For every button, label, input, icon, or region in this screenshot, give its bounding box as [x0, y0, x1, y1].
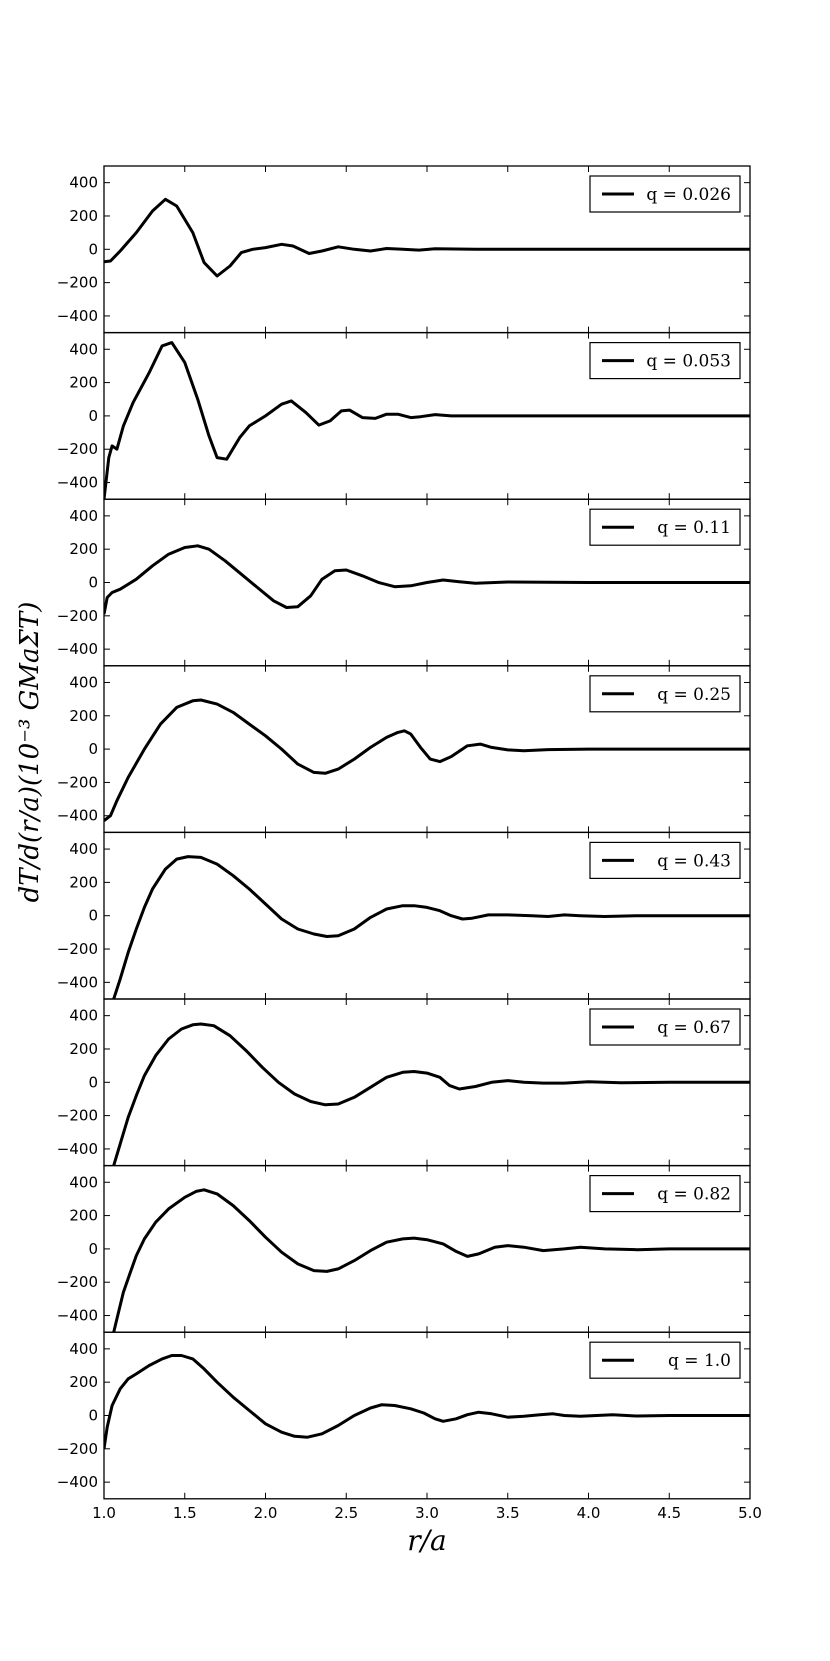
- series-line: [104, 544, 750, 615]
- legend: q = 0.82: [589, 1174, 741, 1213]
- legend: q = 0.25: [589, 675, 741, 713]
- legend: q = 0.026: [589, 175, 741, 213]
- y-tick-label: −200: [57, 607, 98, 625]
- y-tick-label: 400: [69, 174, 98, 192]
- series-line: [104, 341, 750, 500]
- y-tick-label: 200: [69, 1207, 98, 1225]
- series-line: [112, 855, 750, 1000]
- panel-7: 400 200 0 −200 −400 q = 0.82: [57, 1164, 751, 1333]
- y-tick-label: 400: [69, 1173, 98, 1191]
- series-line: [104, 1354, 750, 1450]
- y-tick-label: −400: [57, 1140, 98, 1158]
- y-tick-label: 400: [69, 840, 98, 858]
- panel-6: 400 200 0 −200 −400 q = 0.67: [57, 998, 751, 1167]
- y-tick-label: 400: [69, 340, 98, 358]
- panel-4: 400 200 0 −200 −400 q = 0.25: [57, 665, 751, 834]
- y-tick-label: −400: [57, 1473, 98, 1491]
- legend-label: q = 0.25: [657, 685, 731, 705]
- legend-label: q = 1.0: [668, 1351, 731, 1371]
- series-line: [104, 698, 750, 822]
- y-tick-label: 0: [88, 1240, 98, 1258]
- y-tick-label: 0: [88, 1407, 98, 1425]
- y-tick-label: 400: [69, 1007, 98, 1025]
- x-tick-label: 3.5: [496, 1504, 520, 1522]
- x-tick-label: 3.0: [415, 1504, 439, 1522]
- x-tick-label: 1.5: [173, 1504, 197, 1522]
- legend: q = 1.0: [589, 1341, 741, 1379]
- y-tick-label: −400: [57, 973, 98, 991]
- x-axis-label: r/a: [407, 1524, 447, 1557]
- y-tick-label: 0: [88, 1073, 98, 1091]
- y-tick-label: −200: [57, 1273, 98, 1291]
- y-tick-label: −400: [57, 474, 98, 492]
- y-tick-label: −200: [57, 1107, 98, 1125]
- y-tick-label: 200: [69, 540, 98, 558]
- panel-frame: [103, 1331, 751, 1500]
- series-line: [112, 1022, 750, 1166]
- legend: q = 0.43: [589, 841, 741, 880]
- legend-label: q = 0.82: [657, 1185, 731, 1205]
- y-tick-label: 0: [88, 240, 98, 258]
- y-tick-label: 0: [88, 907, 98, 925]
- y-tick-label: −400: [57, 307, 98, 325]
- y-tick-label: −400: [57, 807, 98, 825]
- y-tick-label: −200: [57, 440, 98, 458]
- x-tick-label: 2.5: [334, 1504, 358, 1522]
- y-tick-label: −200: [57, 940, 98, 958]
- x-tick-label: 4.0: [577, 1504, 601, 1522]
- x-tick-label: 1.0: [92, 1504, 116, 1522]
- legend-label: q = 0.67: [657, 1018, 731, 1038]
- legend-label: q = 0.026: [646, 185, 731, 205]
- y-tick-label: 200: [69, 873, 98, 891]
- panel-5: 400 200 0 −200 −400 q = 0.43: [57, 831, 751, 1000]
- legend: q = 0.67: [589, 1008, 741, 1046]
- y-tick-label: −400: [57, 1307, 98, 1325]
- y-tick-label: 0: [88, 740, 98, 758]
- legend-label: q = 0.43: [657, 851, 731, 871]
- y-tick-label: 0: [88, 574, 98, 592]
- legend-label: q = 0.053: [646, 352, 731, 372]
- y-tick-label: 400: [69, 507, 98, 525]
- series-line: [104, 197, 750, 278]
- y-tick-label: −200: [57, 1440, 98, 1458]
- y-axis-label: dT/d(r/a)(10⁻³ GMaΣT): [15, 602, 45, 903]
- y-tick-label: −400: [57, 640, 98, 658]
- panels: 400 200 0 −200 −400 q = 0.026 400 200 0 −200 −400 q…: [57, 165, 762, 1522]
- y-tick-label: 0: [88, 407, 98, 425]
- y-tick-label: 200: [69, 707, 98, 725]
- y-tick-label: 400: [69, 673, 98, 691]
- y-tick-label: 200: [69, 1373, 98, 1391]
- legend-label: q = 0.11: [657, 518, 731, 538]
- y-tick-label: 200: [69, 1040, 98, 1058]
- panel-2: 400 200 0 −200 −400 q = 0.053: [57, 331, 751, 500]
- y-tick-label: −200: [57, 274, 98, 292]
- series-line: [112, 1188, 750, 1333]
- legend: q = 0.053: [589, 342, 741, 380]
- legend-box: [589, 675, 741, 713]
- x-tick-label: 2.0: [254, 1504, 278, 1522]
- legend: q = 0.11: [589, 508, 741, 546]
- x-tick-label: 5.0: [738, 1504, 762, 1522]
- y-tick-label: 200: [69, 207, 98, 225]
- y-tick-label: 400: [69, 1340, 98, 1358]
- panel-1: 400 200 0 −200 −400 q = 0.026: [57, 165, 751, 334]
- panel-8: 400 200 0 −200 −400 q = 1.0: [57, 1331, 751, 1500]
- y-tick-label: −200: [57, 773, 98, 791]
- x-tick-label: 4.5: [657, 1504, 681, 1522]
- y-tick-label: 200: [69, 374, 98, 392]
- panel-3: 400 200 0 −200 −400 q = 0.11: [57, 498, 751, 667]
